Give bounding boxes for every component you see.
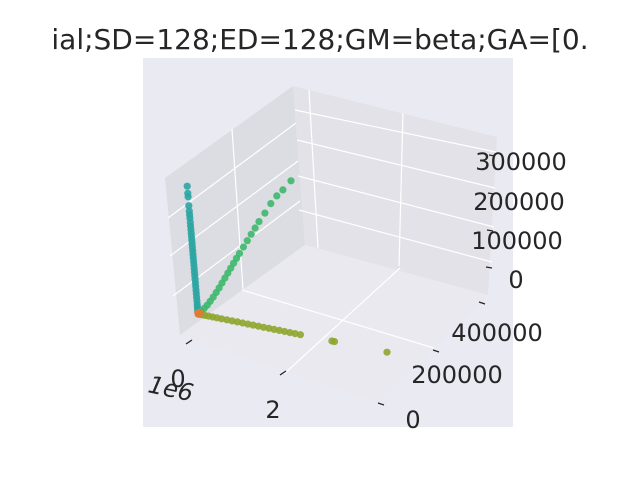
scatter-point	[261, 209, 269, 217]
grid-line	[398, 112, 404, 267]
grid-line	[308, 89, 319, 249]
scatter-point	[267, 200, 275, 208]
scatter-point	[383, 348, 391, 356]
z-tick-label: 100000	[471, 227, 563, 255]
y-tick-mark	[432, 349, 440, 353]
scatter-point	[243, 237, 251, 245]
side-pane	[165, 86, 305, 335]
x-tick-label: 0	[170, 365, 185, 393]
floor-pane	[180, 245, 488, 403]
scatter-point	[279, 186, 287, 194]
grid-lines	[167, 89, 497, 375]
scatter-point	[255, 218, 263, 226]
y-tick-label: 200000	[411, 361, 503, 389]
scatter-point	[328, 337, 336, 345]
grid-line	[241, 289, 435, 349]
scatter-point	[183, 182, 191, 190]
z-tick-mark	[486, 229, 494, 232]
scatter-point	[247, 230, 255, 238]
z-tick-mark	[487, 192, 495, 195]
grid-line	[231, 128, 244, 290]
scatter-points	[183, 177, 391, 356]
y-tick-label: 0	[405, 406, 420, 434]
x-tick-label: 2	[265, 396, 280, 424]
scatter-point	[273, 192, 281, 200]
grid-line	[294, 109, 497, 153]
z-tick-mark	[488, 154, 496, 157]
z-tick-label: 300000	[475, 148, 567, 176]
scatter-point	[185, 202, 193, 210]
z-tick-label: 200000	[473, 188, 565, 216]
grid-line	[296, 139, 496, 189]
scatter-point	[184, 193, 192, 201]
x-tick-mark	[279, 370, 287, 376]
axis-ticks	[185, 154, 496, 406]
x-tick-mark	[185, 339, 193, 345]
back-pane	[293, 86, 497, 295]
z-tick-mark	[485, 266, 493, 269]
scatter-point	[239, 243, 247, 251]
scatter-point	[251, 224, 259, 232]
scatter-point	[287, 177, 295, 185]
y-tick-mark	[478, 301, 486, 305]
y-tick-mark	[377, 402, 385, 406]
scatter-point	[196, 309, 204, 317]
y-tick-label: 400000	[451, 319, 543, 347]
grid-line	[297, 175, 495, 228]
grid-line	[283, 267, 401, 375]
z-tick-label: 0	[508, 266, 523, 294]
chart-title: ial;SD=128;ED=128;GM=beta;GA=[0.	[51, 23, 588, 56]
grid-line	[298, 209, 493, 263]
